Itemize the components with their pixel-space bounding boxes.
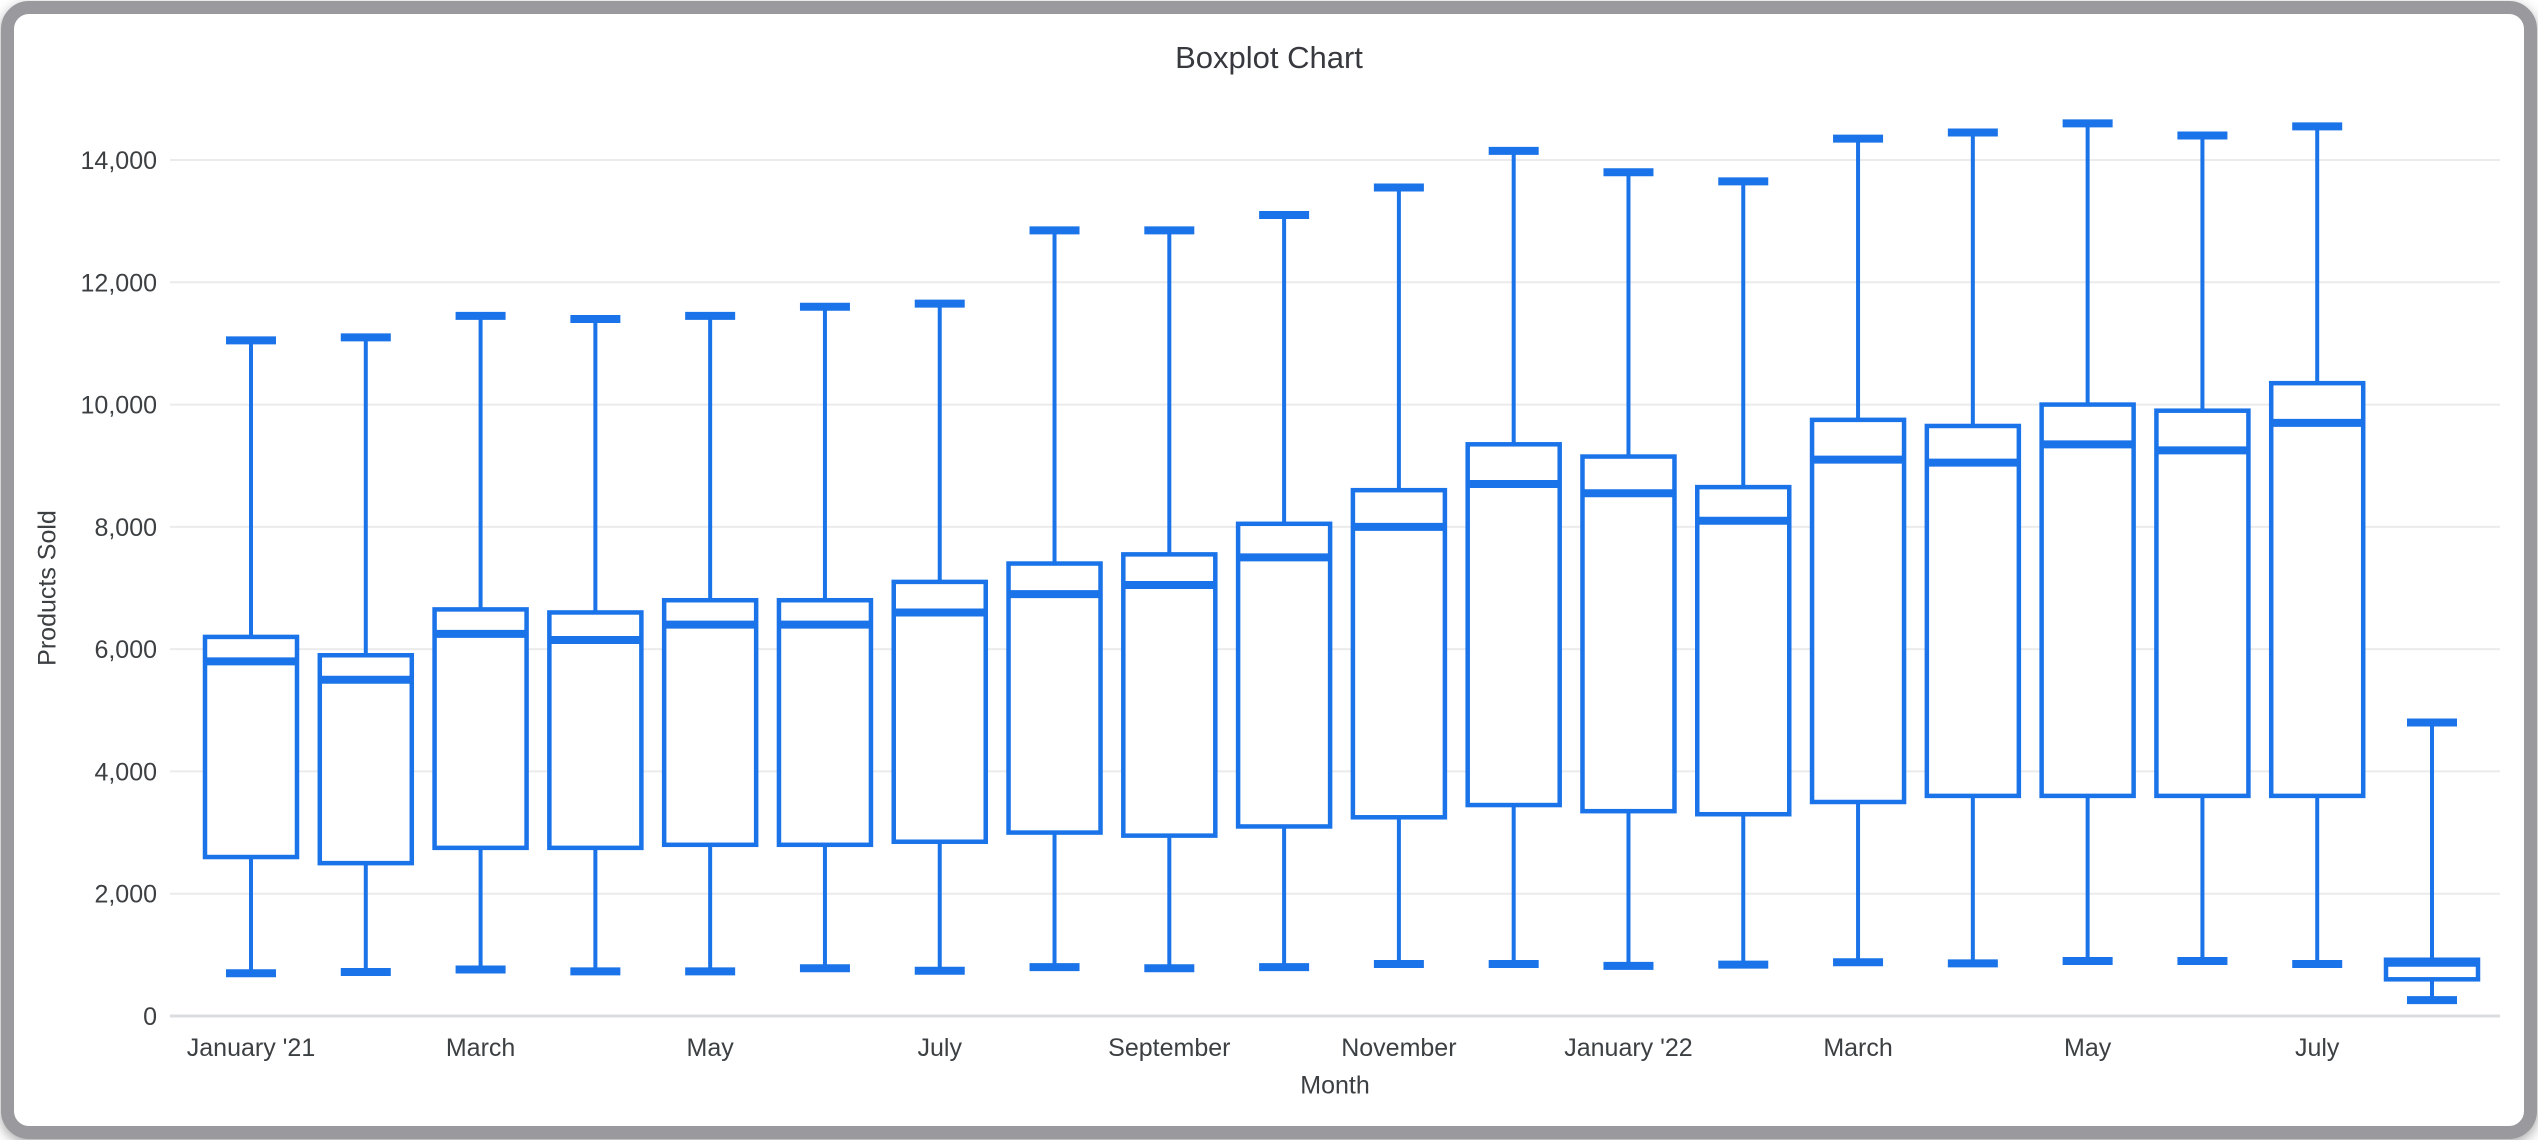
iqr-box — [2268, 380, 2366, 799]
boxplot-12[interactable] — [1465, 146, 1562, 969]
iqr-box — [432, 607, 529, 851]
boxplot-17[interactable]: May — [2039, 119, 2136, 1062]
boxplot-6[interactable] — [776, 302, 874, 973]
boxplot-7[interactable]: July — [891, 299, 988, 1062]
x-tick-label: May — [2064, 1034, 2112, 1062]
iqr-box — [547, 610, 644, 851]
boxplot-13[interactable]: January '22 — [1564, 168, 1693, 1062]
iqr-box — [1924, 423, 2022, 799]
chart-title: Boxplot Chart — [1175, 40, 1363, 75]
x-tick-label: March — [446, 1034, 515, 1062]
iqr-box — [1580, 454, 1677, 814]
iqr-box — [2039, 402, 2136, 799]
y-tick-label: 2,000 — [94, 881, 157, 909]
y-tick-label: 4,000 — [94, 758, 157, 786]
iqr-box — [1809, 417, 1907, 805]
iqr-box — [317, 653, 415, 866]
boxplot-1[interactable]: January '21 — [187, 336, 315, 1062]
iqr-box — [1121, 552, 1218, 838]
boxplot-4[interactable] — [547, 314, 644, 976]
x-tick-label: July — [2295, 1034, 2340, 1062]
iqr-box — [1235, 521, 1333, 829]
iqr-box — [1465, 442, 1562, 808]
boxplot-2[interactable] — [317, 333, 415, 976]
boxplot-18[interactable] — [2154, 131, 2251, 965]
x-tick-label: May — [687, 1034, 735, 1062]
boxplot-10[interactable] — [1235, 211, 1333, 972]
boxplot-20[interactable] — [2383, 718, 2481, 1005]
x-tick-label: September — [1108, 1034, 1230, 1062]
boxplot-5[interactable]: May — [661, 311, 759, 1062]
boxplot-14[interactable] — [1695, 177, 1792, 969]
y-tick-label: 6,000 — [94, 636, 157, 664]
x-axis-title: Month — [1300, 1071, 1370, 1100]
x-tick-label: March — [1823, 1034, 1892, 1062]
iqr-box — [891, 579, 988, 844]
boxplot-19[interactable]: July — [2268, 122, 2366, 1062]
boxplot-16[interactable] — [1924, 128, 2022, 968]
x-tick-label: January '21 — [187, 1034, 315, 1062]
x-tick-label: July — [918, 1034, 963, 1062]
boxplot-11[interactable]: November — [1341, 183, 1457, 1062]
y-tick-label: 10,000 — [81, 392, 157, 420]
y-tick-label: 12,000 — [81, 269, 157, 297]
iqr-box — [2154, 408, 2251, 799]
y-tick-label: 8,000 — [94, 514, 157, 542]
iqr-box — [1350, 487, 1448, 820]
iqr-box — [776, 597, 874, 848]
x-tick-label: November — [1341, 1034, 1456, 1062]
iqr-box — [661, 597, 759, 848]
x-tick-label: January '22 — [1564, 1034, 1692, 1062]
iqr-box — [1006, 561, 1103, 835]
iqr-box — [1695, 484, 1792, 817]
y-tick-label: 14,000 — [81, 147, 157, 175]
boxplot-8[interactable] — [1006, 226, 1103, 972]
boxplot-9[interactable]: September — [1108, 226, 1230, 1062]
y-tick-label: 0 — [143, 1003, 157, 1031]
iqr-box — [202, 634, 300, 860]
boxplot-15[interactable]: March — [1809, 134, 1907, 1062]
boxplot-3[interactable]: March — [432, 311, 529, 1062]
